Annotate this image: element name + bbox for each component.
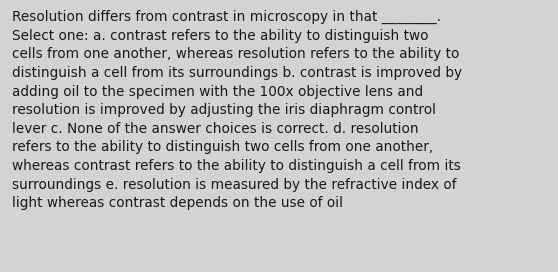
Text: Resolution differs from contrast in microscopy in that ________.
Select one: a. : Resolution differs from contrast in micr… bbox=[12, 10, 462, 210]
